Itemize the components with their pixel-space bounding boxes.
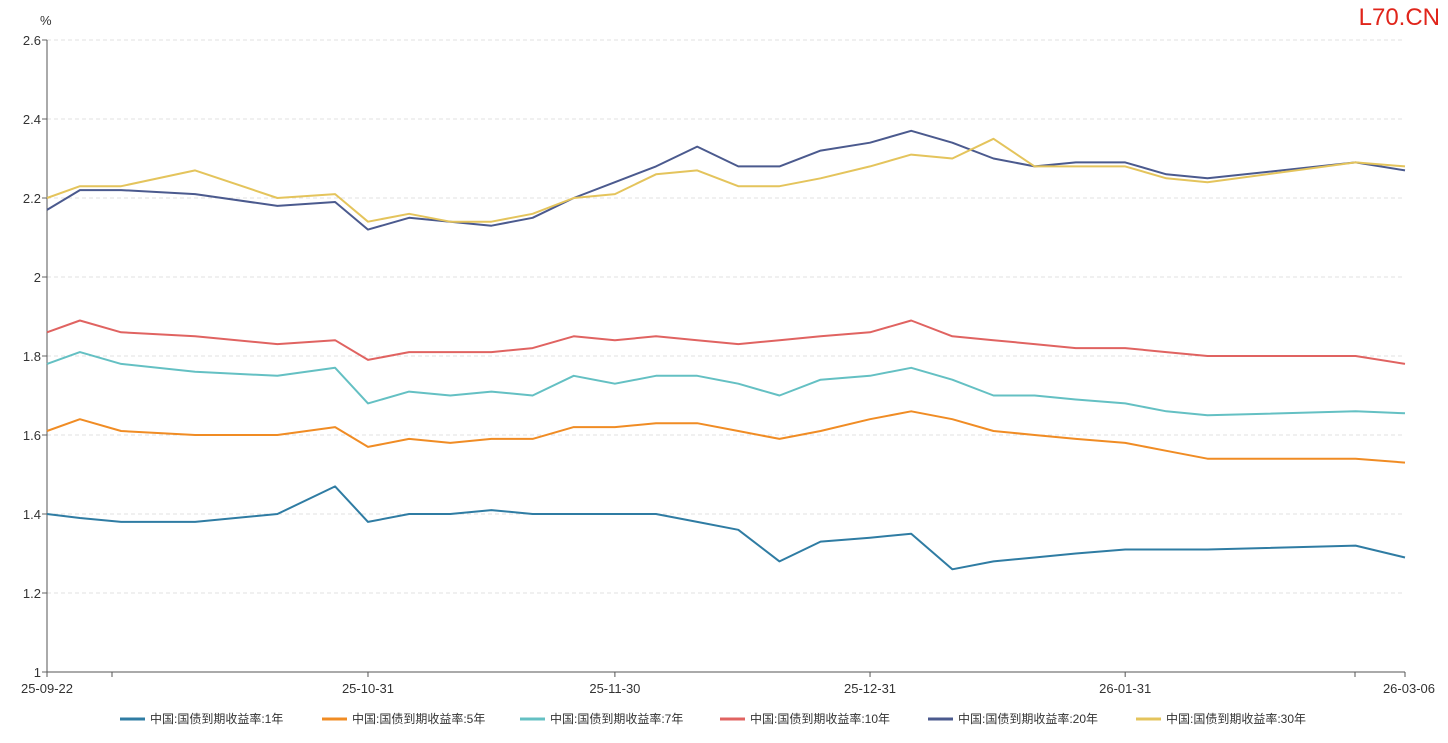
y-tick-label: 2.4: [23, 112, 41, 127]
x-tick-label: 25-11-30: [589, 681, 640, 696]
y-tick-label: 1.4: [23, 507, 41, 522]
y-axis-unit: %: [40, 13, 52, 28]
y-tick-label: 1.2: [23, 586, 41, 601]
series-line-5: [46, 129, 1406, 231]
x-tick-label: 25-10-31: [342, 681, 394, 696]
y-tick-label: 2: [34, 270, 41, 285]
x-tick-label: 26-01-31: [1099, 681, 1151, 696]
x-tick-label: 25-12-31: [844, 681, 896, 696]
y-tick-label: 1.8: [23, 349, 41, 364]
y-tick-label: 2.6: [23, 33, 41, 48]
legend-label: 中国:国债到期收益率:5年: [352, 711, 485, 726]
watermark: L70.CN: [1358, 4, 1440, 31]
y-tick-label: 1: [34, 665, 41, 680]
legend-label: 中国:国债到期收益率:1年: [150, 711, 283, 726]
y-tick-label: 2.2: [23, 191, 41, 206]
legend-label: 中国:国债到期收益率:7年: [550, 711, 683, 726]
legend-label: 中国:国债到期收益率:30年: [1166, 711, 1306, 726]
series-line-1: [46, 485, 1406, 571]
series-line-4: [46, 319, 1406, 365]
x-tick-label: 26-03-06: [1383, 681, 1435, 696]
legend-label: 中国:国债到期收益率:10年: [750, 711, 890, 726]
legend-label: 中国:国债到期收益率:20年: [958, 711, 1098, 726]
series-line-2: [46, 410, 1406, 464]
x-tick-label: 25-09-22: [21, 681, 73, 696]
y-tick-label: 1.6: [23, 428, 41, 443]
series-line-6: [46, 137, 1406, 223]
series-line-3: [46, 351, 1406, 417]
